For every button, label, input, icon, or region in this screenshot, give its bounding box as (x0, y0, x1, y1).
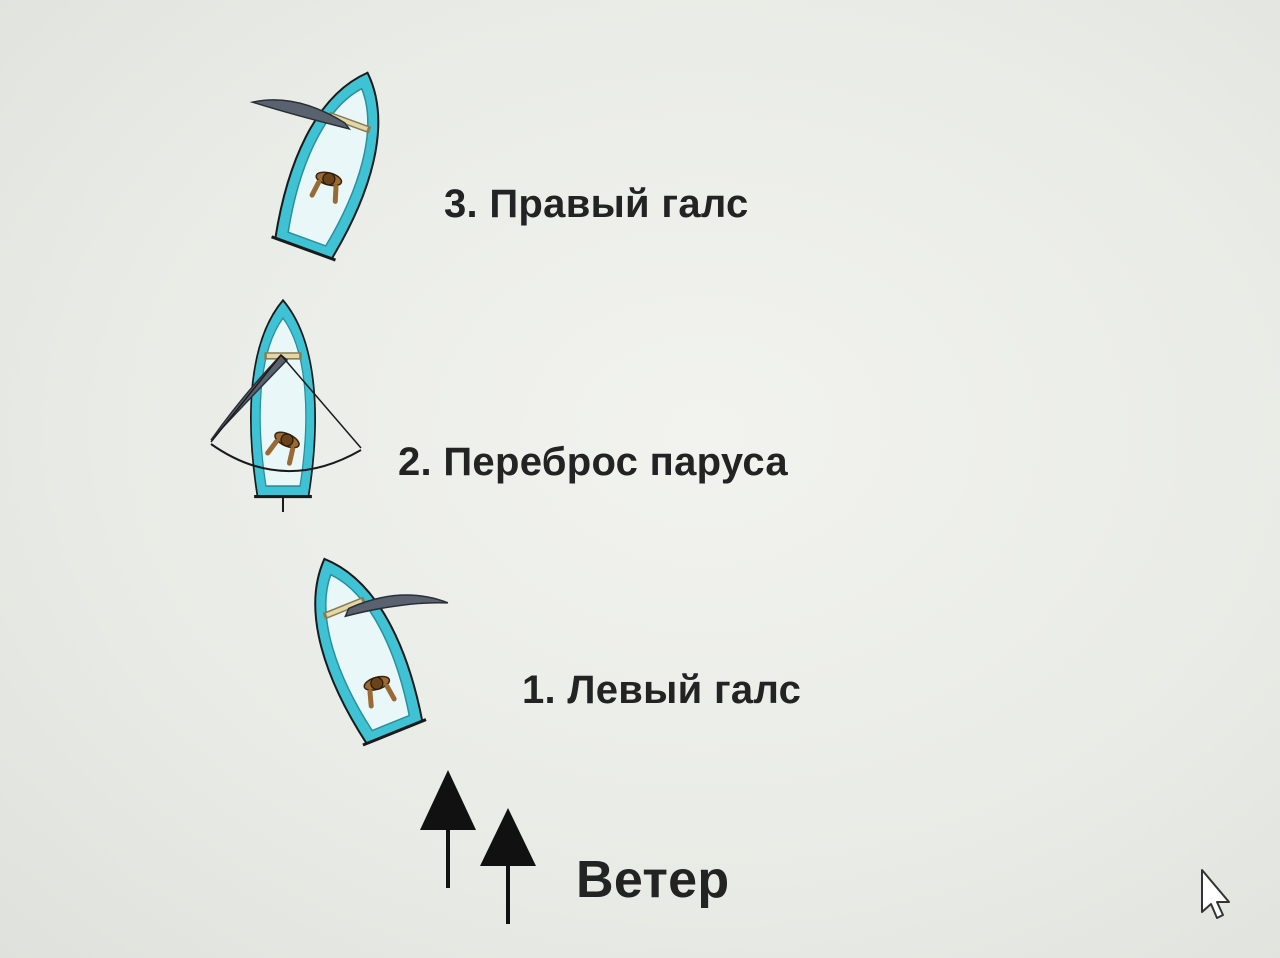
boat-icon (289, 545, 429, 747)
sail-icon (344, 594, 449, 618)
wind-label: Ветер (576, 851, 730, 909)
boat-2-group (210, 300, 362, 512)
boat-1-group (289, 522, 449, 747)
boat-icon (268, 60, 403, 262)
wind-arrow-icon (420, 770, 476, 888)
sheet-line (280, 354, 362, 449)
sail-icon (249, 99, 352, 131)
sheet-line (210, 354, 282, 443)
mouse-cursor-icon (1201, 869, 1230, 919)
wind-arrows (420, 770, 536, 924)
sail-arc (210, 443, 362, 473)
step-3-label: 3. Правый галс (444, 182, 749, 226)
step-1-label: 1. Левый галс (522, 668, 802, 712)
wind-arrow-icon (480, 808, 536, 924)
step-2-label: 2. Переброс паруса (398, 440, 788, 484)
boat-3-group (249, 39, 403, 262)
